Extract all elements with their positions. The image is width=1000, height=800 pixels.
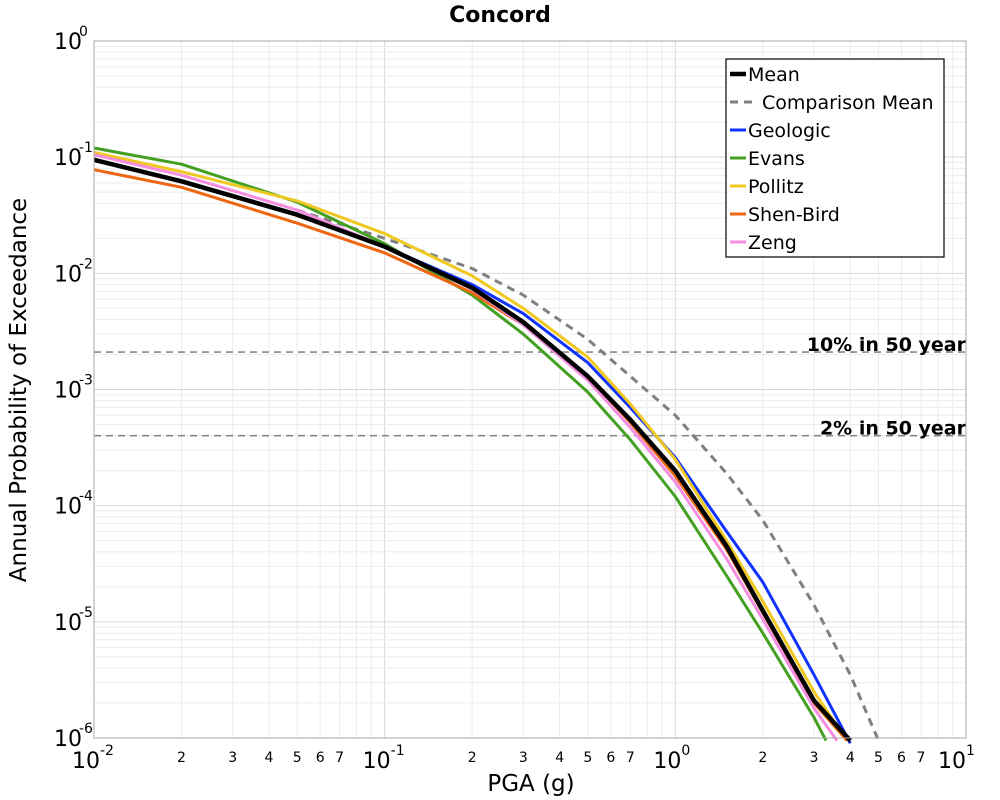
- x-tick-label: 10: [363, 749, 391, 774]
- x-minor-tick-label: 3: [519, 750, 528, 766]
- x-minor-tick-label: 7: [917, 750, 926, 766]
- plot-border: [93, 40, 967, 739]
- y-tick-label: 10: [54, 727, 82, 752]
- y-tick-exponent: -2: [79, 256, 93, 272]
- x-tick-exponent: -2: [100, 743, 114, 759]
- chart-title: Concord: [449, 3, 551, 28]
- series-line-mean: [93, 157, 852, 743]
- series-line-evans: [93, 146, 828, 742]
- x-tick-label: 10: [938, 749, 966, 774]
- y-tick-label: 10: [54, 495, 82, 520]
- x-minor-tick-label: 2: [758, 750, 767, 766]
- x-minor-tick-label: 7: [626, 750, 635, 766]
- x-minor-tick-label: 4: [555, 750, 564, 766]
- legend-label-pollitz: Pollitz: [748, 176, 804, 198]
- x-minor-tick-label: 2: [177, 750, 186, 766]
- y-tick-label: 10: [54, 262, 82, 287]
- x-minor-tick-label: 5: [874, 750, 883, 766]
- y-tick-exponent: -3: [79, 373, 93, 389]
- reference-line-label: 10% in 50 year: [807, 334, 967, 356]
- x-minor-tick-label: 4: [265, 750, 274, 766]
- legend-label-comparison-mean: Comparison Mean: [762, 92, 934, 114]
- series-line-pollitz: [93, 150, 849, 742]
- x-minor-tick-label: 3: [228, 750, 237, 766]
- legend: Mean Comparison Mean Geologic Evans Pollitz S…: [725, 58, 945, 258]
- reference-lines: 10% in 50 year 2% in 50 year: [94, 334, 967, 440]
- grid: [93, 41, 966, 739]
- legend-label-shen-bird: Shen-Bird: [748, 204, 840, 226]
- x-minor-tick-label: 2: [468, 750, 477, 766]
- x-tick-exponent: -1: [391, 743, 405, 759]
- x-minor-tick-label: 6: [606, 750, 615, 766]
- x-tick-exponent: 0: [681, 743, 690, 759]
- reference-line-label: 2% in 50 year: [820, 418, 967, 440]
- y-tick-label: 10: [54, 146, 82, 171]
- series-line-comparison-mean: [296, 208, 880, 742]
- series-group: [93, 146, 880, 745]
- legend-label-mean: Mean: [748, 64, 800, 86]
- legend-box: [725, 58, 945, 258]
- legend-label-evans: Evans: [748, 148, 805, 170]
- y-axis-label: Annual Probability of Exceedance: [6, 198, 32, 582]
- y-tick-exponent: -1: [79, 140, 93, 156]
- x-minor-tick-label: 3: [810, 750, 819, 766]
- legend-label-geologic: Geologic: [748, 120, 831, 142]
- x-axis-label: PGA (g): [487, 771, 574, 797]
- x-tick-label: 10: [72, 749, 100, 774]
- y-tick-label: 10: [54, 611, 82, 636]
- y-tick-exponent: -4: [79, 489, 93, 505]
- y-tick-exponent: 0: [79, 24, 88, 40]
- y-tick-label: 10: [54, 379, 82, 404]
- y-tick-exponent: -5: [79, 605, 93, 621]
- y-tick-exponent: -6: [79, 721, 93, 737]
- series-line-zeng: [93, 153, 839, 742]
- x-minor-tick-label: 4: [846, 750, 855, 766]
- legend-items: Mean Comparison Mean Geologic Evans Pollitz S…: [730, 64, 934, 254]
- x-tick-label: 10: [653, 749, 681, 774]
- y-tick-label: 10: [54, 30, 82, 55]
- legend-label-zeng: Zeng: [748, 232, 797, 254]
- x-tick-exponent: 1: [966, 743, 975, 759]
- x-minor-tick-label: 6: [897, 750, 906, 766]
- x-minor-tick-label: 6: [316, 750, 325, 766]
- x-minor-tick-label: 5: [293, 750, 302, 766]
- x-minor-tick-label: 5: [583, 750, 592, 766]
- x-minor-tick-label: 7: [335, 750, 344, 766]
- x-tick-labels: 10 -2 10 -1 10 0 10 12 3 4 5 6 7 2 3 4 5 6 7 2 3 4 5 6 7: [72, 743, 975, 774]
